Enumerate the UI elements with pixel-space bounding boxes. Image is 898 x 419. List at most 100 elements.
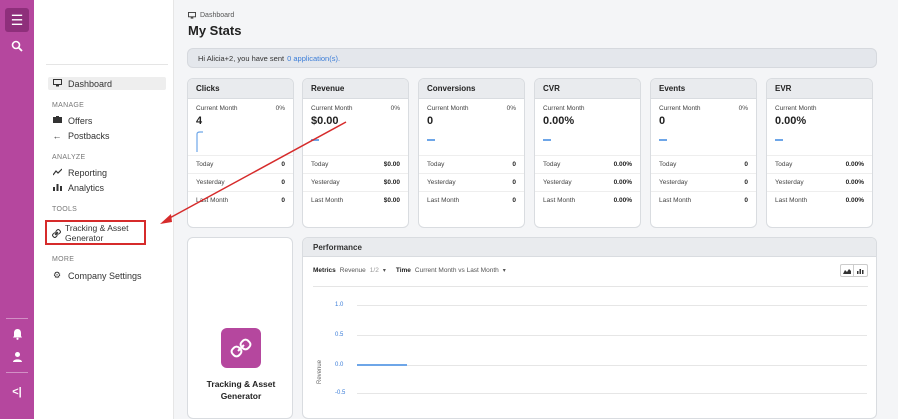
stat-period: Current Month [775, 105, 817, 112]
rail-divider [6, 372, 28, 373]
stat-last-month: 0.00% [845, 197, 864, 204]
stat-change: 0% [738, 105, 748, 112]
stat-yesterday: 0 [512, 179, 516, 186]
sidebar-item-offers[interactable]: Offers [52, 114, 92, 127]
gridline [357, 393, 867, 394]
stat-yesterday: 0.00% [845, 179, 864, 186]
time-select[interactable]: Current Month vs Last Month [414, 267, 499, 274]
performance-controls: Metrics Revenue 1/2 ▾ Time Current Month… [313, 267, 506, 274]
metrics-label: Metrics [313, 267, 336, 274]
sidebar-item-reporting[interactable]: Reporting [52, 166, 107, 179]
gear-icon: ⚙ [52, 270, 62, 280]
collapse-icon[interactable]: <| [12, 386, 22, 398]
sidebar-item-label: Dashboard [68, 78, 113, 89]
analytics-icon [52, 183, 62, 193]
stat-value: $0.00 [311, 115, 339, 127]
row-label: Today [311, 161, 329, 168]
stat-card-title: CVR [535, 79, 640, 99]
monitor-icon [52, 78, 62, 89]
stat-card-clicks: Clicks Current Month 0% 4 Today 0 Yesterday 0 La… [187, 78, 294, 228]
sidebar-item-label: Tracking & Asset [65, 223, 129, 233]
sidebar-item-analytics[interactable]: Analytics [52, 181, 104, 194]
y-tick-label: 0.0 [335, 362, 344, 368]
bar-chart-icon[interactable] [854, 265, 867, 276]
stat-yesterday: $0.00 [383, 179, 400, 186]
stat-last-month: 0.00% [613, 197, 632, 204]
link-icon [221, 328, 261, 368]
sidebar-item-dashboard[interactable]: Dashboard [48, 77, 166, 90]
row-label: Last Month [196, 197, 229, 204]
monitor-icon [188, 12, 196, 19]
stat-yesterday: 0.00% [613, 179, 632, 186]
stat-value: 0.00% [543, 115, 575, 127]
stat-card-title: Revenue [303, 79, 408, 99]
sidebar-item-label: Generator [65, 233, 104, 243]
sidebar-item-company-settings[interactable]: ⚙ Company Settings [52, 269, 142, 282]
metrics-select[interactable]: Revenue [339, 267, 366, 274]
breadcrumb-dashboard[interactable]: Dashboard [200, 12, 235, 19]
sparkline [775, 139, 783, 141]
y-tick-label: 0.5 [335, 332, 344, 338]
tracking-asset-generator-card[interactable]: Tracking & Asset Generator [187, 237, 293, 419]
row-label: Today [775, 161, 793, 168]
sidebar-item-label: Analytics [68, 182, 105, 193]
row-label: Yesterday [543, 179, 572, 186]
rail-divider [6, 318, 28, 319]
link-icon [52, 229, 61, 240]
performance-title: Performance [303, 238, 876, 257]
stat-today: 0.00% [613, 161, 632, 168]
stat-last-month: 0 [512, 197, 516, 204]
offers-icon [52, 115, 62, 126]
banner-text: Hi Alicia+2, you have sent [198, 53, 285, 63]
stat-period: Current Month [543, 105, 585, 112]
row-label: Yesterday [427, 179, 456, 186]
gridline [357, 335, 867, 336]
stat-yesterday: 0 [744, 179, 748, 186]
tool-card-title: Tracking & Asset [206, 379, 276, 389]
sidebar-item-postbacks[interactable]: ← Postbacks [52, 129, 110, 142]
stat-change: 0% [275, 105, 285, 112]
y-tick-label: 1.0 [335, 302, 344, 308]
chevron-down-icon[interactable]: ▾ [502, 268, 506, 274]
sidebar-item-label: Reporting [68, 167, 108, 178]
sparkline [659, 139, 667, 141]
sidebar-item-tracking-asset-generator[interactable]: Tracking & Asset Generator [45, 220, 146, 245]
stat-change: 0% [506, 105, 516, 112]
stat-period: Current Month [427, 105, 469, 112]
area-chart-icon[interactable] [841, 265, 854, 276]
row-label: Today [543, 161, 561, 168]
bell-icon[interactable] [5, 322, 29, 346]
y-axis-title: Revenue [317, 359, 323, 384]
section-more: MORE [52, 256, 75, 263]
stat-card-evr: EVR Current Month 0.00% Today 0.00% Yesterday… [766, 78, 873, 228]
stat-card-title: Conversions [419, 79, 524, 99]
stat-yesterday: 0 [281, 179, 285, 186]
performance-panel: Performance Metrics Revenue 1/2 ▾ Time C… [302, 237, 877, 419]
reporting-icon [52, 168, 62, 178]
page-title: My Stats [188, 23, 242, 38]
row-label: Last Month [543, 197, 576, 204]
sidebar-divider [46, 64, 168, 65]
gridline [357, 305, 867, 306]
row-label: Today [427, 161, 445, 168]
tool-card-title: Generator [220, 391, 262, 401]
user-icon[interactable] [5, 345, 29, 369]
applications-link[interactable]: 0 application(s). [287, 53, 341, 63]
stat-value: 4 [196, 115, 203, 127]
stat-card-title: EVR [767, 79, 872, 99]
sparkline [543, 139, 551, 141]
stat-period: Current Month [311, 105, 353, 112]
app-rail: ☰ <| [0, 0, 34, 419]
menu-icon[interactable]: ☰ [5, 8, 29, 32]
stat-today: 0 [512, 161, 516, 168]
stat-card-events: Events Current Month 0% 0 Today 0 Yesterday 0 La… [650, 78, 757, 228]
stat-card-title: Clicks [188, 79, 293, 99]
welcome-banner: Hi Alicia+2, you have sent 0 application… [187, 48, 877, 68]
row-label: Last Month [311, 197, 344, 204]
search-icon[interactable] [5, 34, 29, 58]
row-label: Yesterday [775, 179, 804, 186]
sparkline [311, 139, 319, 141]
row-label: Yesterday [311, 179, 340, 186]
chevron-down-icon[interactable]: ▾ [382, 268, 386, 274]
row-label: Yesterday [196, 179, 225, 186]
